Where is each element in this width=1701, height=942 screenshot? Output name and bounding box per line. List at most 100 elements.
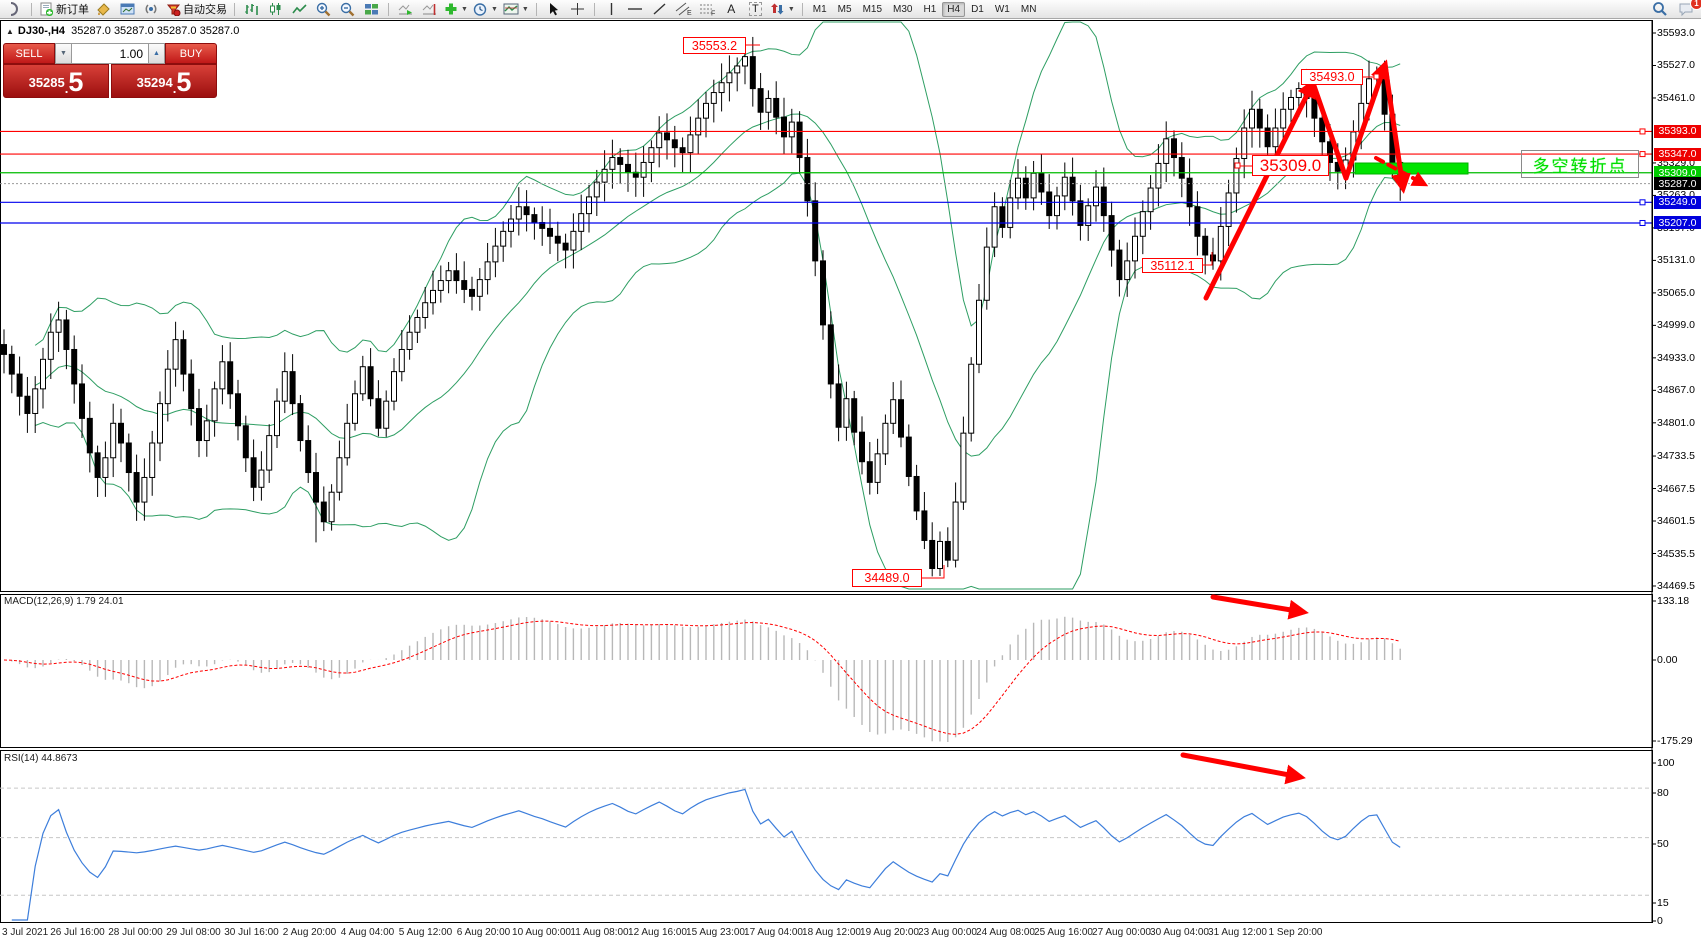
- time-axis-label: 17 Aug 04:00: [744, 927, 803, 938]
- notification-badge: 1: [1690, 0, 1701, 10]
- main-chart-panel[interactable]: [0, 20, 1653, 592]
- dropdown-caret-icon: ▼: [521, 5, 529, 13]
- toolbar-separator: [31, 2, 32, 16]
- autotrade-button[interactable]: 自动交易: [164, 1, 229, 18]
- zoom-in-icon: [316, 2, 331, 16]
- horizontal-line-icon: [628, 8, 643, 10]
- time-axis-label: 6 Aug 20:00: [456, 927, 511, 938]
- macd-axis-tick: -175.29: [1657, 735, 1693, 747]
- price-level-badge-35309.0: 35309.0: [1654, 166, 1701, 180]
- fibonacci-tool[interactable]: F: [696, 1, 719, 18]
- annotation-high-35553[interactable]: 35553.2: [683, 37, 746, 54]
- price-axis-tick: 35131.0: [1657, 254, 1695, 267]
- sell-button[interactable]: SELL: [3, 43, 55, 64]
- cursor-button[interactable]: [542, 1, 565, 18]
- fibonacci-icon: F: [699, 4, 715, 17]
- macd-axis-tick: 133.18: [1657, 595, 1690, 607]
- time-axis-label: 10 Aug 00:00: [512, 927, 571, 938]
- label-tool[interactable]: T: [744, 1, 767, 18]
- tile-windows-icon: [365, 4, 378, 15]
- pivot-note-text[interactable]: 多空转折点: [1521, 150, 1639, 178]
- sell-price-block[interactable]: 35285. 5: [3, 64, 109, 98]
- macd-panel[interactable]: [0, 594, 1653, 748]
- time-axis-label: 4 Aug 04:00: [340, 927, 395, 938]
- price-axis-tick: 34535.5: [1657, 547, 1695, 560]
- vertical-line-tool[interactable]: [600, 1, 623, 18]
- price-axis-tick: 34667.5: [1657, 482, 1695, 495]
- time-axis-label: 25 Aug 16:00: [1034, 927, 1093, 938]
- template-button[interactable]: ▼: [501, 1, 531, 18]
- buy-price-block[interactable]: 35294. 5: [111, 64, 217, 98]
- bar-chart-type-button[interactable]: [240, 1, 263, 18]
- rsi-axis-tick: 80: [1657, 787, 1669, 799]
- price-axis-tick: 35461.0: [1657, 91, 1695, 104]
- volume-down-button[interactable]: ▼: [55, 43, 72, 64]
- line-chart-type-button[interactable]: [288, 1, 311, 18]
- trendline-tool[interactable]: [648, 1, 671, 18]
- styles-button[interactable]: [92, 1, 115, 18]
- timeframe-h4[interactable]: H4: [942, 1, 966, 17]
- svg-text:E: E: [687, 10, 692, 16]
- timeframe-m15[interactable]: M15: [862, 3, 883, 15]
- market-watch-button[interactable]: [116, 1, 139, 18]
- price-axis-tick: 35593.0: [1657, 27, 1695, 39]
- zoom-in-button[interactable]: [312, 1, 335, 18]
- cursor-icon: [549, 3, 558, 16]
- current-price-badge: 35287.0: [1654, 177, 1701, 191]
- rsi-label: RSI(14) 44.8673: [4, 753, 78, 764]
- annotation-low-34489[interactable]: 34489.0: [852, 569, 922, 587]
- zoom-out-button[interactable]: [336, 1, 359, 18]
- period-button[interactable]: ▼: [471, 1, 500, 18]
- crosshair-button[interactable]: [566, 1, 589, 18]
- rsi-panel[interactable]: [0, 750, 1653, 923]
- tile-windows-button[interactable]: [360, 1, 383, 18]
- rsi-axis-tick: 100: [1657, 757, 1675, 769]
- price-level-badge-35393.0: 35393.0: [1654, 124, 1701, 138]
- time-axis-label: 30 Jul 16:00: [224, 927, 279, 938]
- price-axis-tick: 35527.0: [1657, 59, 1695, 72]
- volume-input[interactable]: 1.00: [72, 43, 148, 64]
- timeframe-mn[interactable]: MN: [1020, 3, 1037, 15]
- time-axis-label: 24 Aug 08:00: [976, 927, 1035, 938]
- toolbar: 新订单 自动交易 ▼ ▼ ▼ E F A T ▼ M1 M5 M15 M30 H…: [0, 0, 1701, 19]
- price-level-badge-35249.0: 35249.0: [1654, 195, 1701, 209]
- svg-text:F: F: [711, 11, 715, 17]
- volume-up-button[interactable]: ▲: [148, 43, 165, 64]
- signals-button[interactable]: [140, 1, 163, 18]
- channel-tool[interactable]: E: [672, 1, 695, 18]
- time-axis-label: 2 Aug 20:00: [282, 927, 337, 938]
- auto-scroll-button[interactable]: [394, 1, 417, 18]
- timeframe-m1[interactable]: M1: [812, 3, 827, 15]
- collapse-panel-icon[interactable]: ▲: [6, 27, 14, 36]
- chart-shift-button[interactable]: [418, 1, 441, 18]
- new-order-button[interactable]: 新订单: [37, 1, 91, 18]
- time-axis-label: 12 Aug 16:00: [628, 927, 687, 938]
- toolbar-separator: [234, 2, 235, 16]
- search-button[interactable]: [1648, 1, 1671, 18]
- new-order-icon: [40, 2, 53, 16]
- timeframe-w1[interactable]: W1: [994, 3, 1010, 15]
- sell-price-frac: 5: [68, 67, 84, 97]
- time-axis-label: 27 Aug 00:00: [1092, 927, 1151, 938]
- time-axis-label: 30 Aug 04:00: [1150, 927, 1209, 938]
- timeframe-h1[interactable]: H1: [923, 3, 937, 15]
- timeframe-d1[interactable]: D1: [971, 3, 984, 15]
- annotation-pivot-35309[interactable]: 35309.0: [1252, 155, 1329, 176]
- arrows-icon: [770, 3, 784, 15]
- buy-button[interactable]: BUY: [165, 43, 217, 64]
- timeframe-m5[interactable]: M5: [837, 3, 852, 15]
- notifications-button[interactable]: 1: [1675, 0, 1701, 18]
- candle-chart-type-button[interactable]: [264, 1, 287, 18]
- add-indicator-button[interactable]: ▼: [442, 1, 470, 18]
- annotation-high-35493[interactable]: 35493.0: [1301, 69, 1363, 85]
- price-axis-tick: 34933.0: [1657, 351, 1695, 364]
- chart-icon-partial[interactable]: [3, 1, 26, 18]
- horizontal-line-tool[interactable]: [624, 1, 647, 18]
- rsi-axis-tick: 0: [1657, 915, 1663, 927]
- arrows-tool[interactable]: ▼: [768, 1, 797, 18]
- annotation-low-35112[interactable]: 35112.1: [1142, 258, 1203, 273]
- timeframe-m30[interactable]: M30: [893, 3, 913, 15]
- text-tool[interactable]: A: [720, 1, 743, 18]
- price-axis-tick: 34469.5: [1657, 579, 1695, 592]
- search-icon: [1652, 2, 1667, 16]
